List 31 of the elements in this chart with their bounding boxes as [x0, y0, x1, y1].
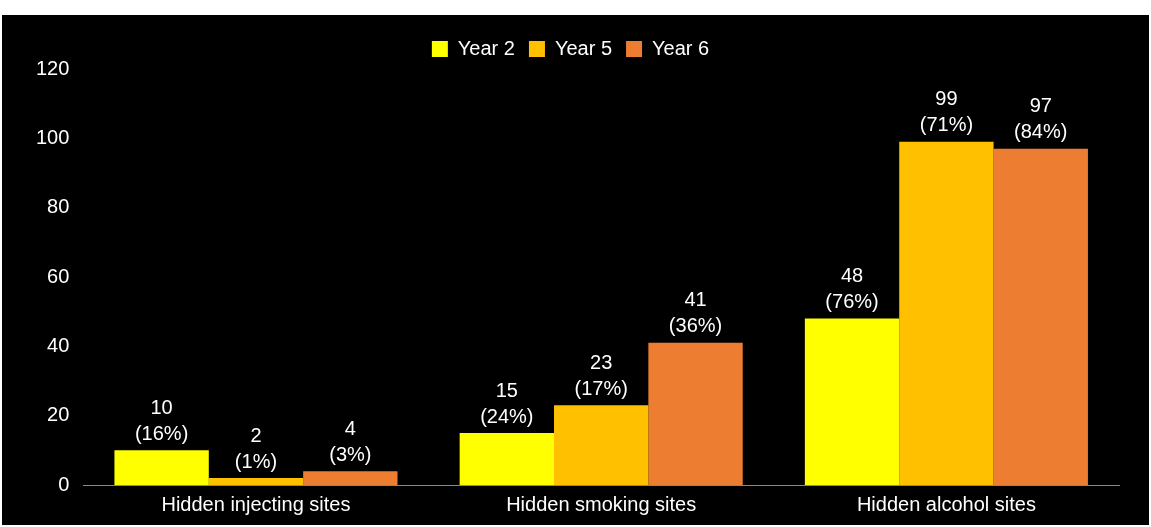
data-label: 23 (17%): [574, 350, 628, 399]
y-tick-label: 120: [35, 56, 70, 79]
data-label: 4 (3%): [329, 416, 372, 465]
y-tick-label: 100: [35, 125, 70, 148]
bar: [899, 141, 994, 485]
y-tick-label: 40: [47, 333, 70, 356]
y-tick-label: 0: [58, 472, 70, 495]
bar: [648, 342, 743, 485]
legend-label: Year 2: [457, 36, 515, 59]
bar: [804, 318, 900, 485]
x-tick-label: Hidden smoking sites: [506, 492, 697, 515]
bar: [459, 433, 555, 485]
bar: [554, 405, 649, 485]
data-label: 97 (84%): [1014, 94, 1068, 143]
y-tick-label: 60: [47, 264, 70, 287]
x-tick-label: Hidden injecting sites: [161, 492, 351, 515]
bar: [993, 148, 1088, 485]
bar: [303, 471, 398, 485]
data-label: 10 (16%): [134, 395, 189, 444]
bar: [114, 450, 209, 485]
legend-label: Year 6: [652, 36, 710, 59]
x-tick-label: Hidden alcohol sites: [856, 492, 1036, 515]
data-label: 99 (71%): [919, 87, 974, 136]
data-label: 48 (76%): [825, 264, 879, 313]
data-label: 15 (24%): [480, 378, 534, 427]
bar: [208, 478, 304, 485]
y-tick-label: 20: [47, 403, 70, 426]
data-label: 41 (36%): [668, 288, 723, 337]
data-label: 2 (1%): [234, 423, 278, 472]
y-tick-label: 80: [47, 195, 70, 218]
legend-label: Year 5: [554, 36, 613, 59]
